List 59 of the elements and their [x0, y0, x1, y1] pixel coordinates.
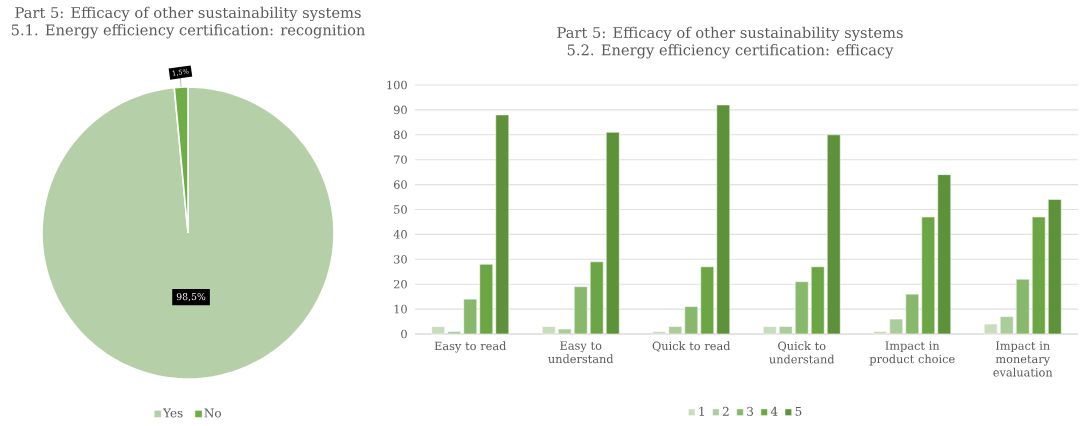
- chart-title: Part 5: Efficacy of other sustainability systems: [15, 6, 361, 22]
- bar: [905, 293, 920, 335]
- bar: [889, 318, 904, 335]
- x-tick-label: Impact in product choice: [869, 341, 955, 366]
- y-tick-label: 30: [394, 255, 407, 264]
- legend-label: 4: [770, 406, 778, 416]
- legend-label: 1: [699, 406, 704, 416]
- legend-label: No: [204, 408, 222, 418]
- chart-subtitle: 5.1. Energy efficiency certification: recognition: [11, 24, 365, 39]
- x-tick-label: Impact in monetary evaluation: [993, 341, 1053, 377]
- y-tick-label: 40: [393, 230, 407, 239]
- y-tick-label: 70: [394, 155, 407, 164]
- bar: [668, 326, 683, 335]
- data-label: 98,5%: [176, 293, 206, 302]
- y-tick-label: 0: [401, 329, 407, 339]
- y-tick-label: 60: [393, 180, 407, 189]
- y-tick-label: 100: [387, 80, 407, 90]
- chart-title: Part 5: Efficacy of other sustainability systems: [557, 26, 903, 42]
- bar: [810, 266, 825, 335]
- bar: [541, 326, 556, 335]
- bar: [605, 132, 620, 335]
- bar: [873, 331, 888, 335]
- bar: [652, 331, 667, 335]
- legend-label: 2: [722, 406, 729, 416]
- x-tick-label: Quick to understand: [769, 341, 835, 364]
- y-tick-label: 10: [394, 304, 407, 314]
- bar: [762, 326, 777, 335]
- bar: [778, 326, 793, 335]
- bar: [700, 266, 715, 335]
- bar: [495, 114, 510, 335]
- bar: [684, 306, 699, 335]
- x-tick-label: Easy to understand: [548, 341, 614, 364]
- bar: [1031, 216, 1046, 335]
- bar: [589, 261, 604, 335]
- bar: [463, 298, 478, 335]
- y-tick-label: 80: [393, 130, 407, 140]
- legend-label: 3: [747, 406, 754, 416]
- y-tick-label: 20: [393, 279, 407, 289]
- bar: [716, 104, 731, 335]
- x-tick-label: Easy to read: [434, 341, 507, 353]
- bar: [826, 134, 841, 335]
- bar: [1015, 278, 1030, 335]
- bar: [479, 264, 494, 335]
- y-tick-label: 50: [394, 205, 407, 214]
- bar: [937, 174, 952, 335]
- bar: [447, 331, 462, 335]
- bar: [431, 326, 446, 335]
- bar: [921, 216, 936, 335]
- chart-subtitle: 5.2. Energy efficiency certification: efficacy: [567, 44, 894, 59]
- bar: [794, 281, 809, 335]
- legend-label: 5: [795, 406, 802, 416]
- y-tick-label: 90: [393, 105, 407, 115]
- x-tick-label: Quick to read: [652, 341, 731, 352]
- legend-label: Yes: [162, 408, 183, 418]
- bar: [983, 323, 998, 335]
- bar: [999, 316, 1014, 335]
- bar: [573, 286, 588, 335]
- bar: [557, 328, 572, 335]
- bar: [1047, 199, 1062, 335]
